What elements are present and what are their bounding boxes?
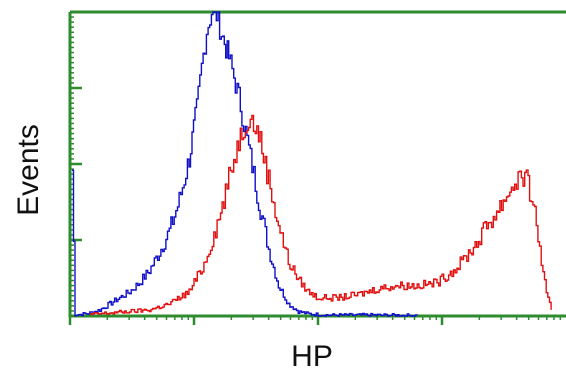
axes bbox=[68, 10, 566, 325]
x-axis-ticks bbox=[68, 316, 562, 325]
series-red-line bbox=[89, 114, 552, 316]
x-axis-label: HP bbox=[291, 340, 333, 373]
y-axis-ticks bbox=[70, 10, 82, 318]
series-blue-line bbox=[72, 11, 418, 317]
y-axis-label: Events bbox=[12, 124, 45, 216]
series-layer bbox=[72, 11, 552, 317]
